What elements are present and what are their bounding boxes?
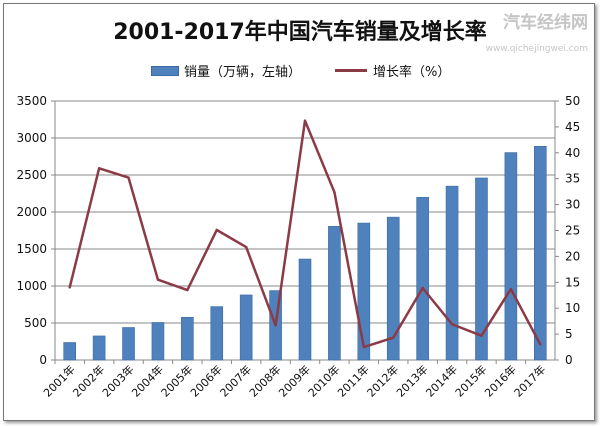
growth-point	[215, 228, 218, 232]
bar	[92, 335, 106, 361]
growth-point	[244, 245, 248, 249]
x-tick-label: 2007年	[217, 362, 254, 399]
growth-point	[509, 287, 513, 291]
x-tick-label: 2016年	[482, 362, 519, 399]
x-tick-label: 2013年	[393, 362, 430, 399]
legend-swatch-bar	[151, 65, 179, 76]
bar	[504, 152, 518, 361]
growth-point	[68, 286, 71, 289]
left-tick-label: 0	[39, 353, 47, 367]
bar	[210, 306, 224, 361]
growth-point	[186, 288, 189, 292]
watermark-logo: 汽车经纬网	[503, 13, 588, 33]
bar	[181, 317, 194, 361]
right-tick-label: 5	[565, 327, 573, 341]
growth-point	[303, 119, 307, 122]
growth-point	[480, 334, 483, 337]
growth-point	[450, 323, 454, 326]
x-tick-label: 2006年	[187, 362, 224, 399]
bar	[357, 222, 371, 361]
left-tick-label: 3000	[16, 131, 47, 145]
watermark-url: www.qichejingwei.com	[485, 44, 588, 54]
right-tick-label: 10	[565, 301, 580, 315]
bar	[63, 342, 77, 361]
right-tick-label: 35	[565, 172, 580, 186]
bar	[445, 185, 459, 361]
bar	[416, 197, 429, 361]
bar	[239, 294, 253, 361]
right-tick-label: 20	[565, 249, 580, 263]
x-tick-label: 2009年	[276, 362, 313, 399]
x-tick-label: 2008年	[246, 362, 283, 399]
right-tick-label: 50	[565, 94, 580, 108]
chart-title: 2001-2017年中国汽车销量及增长率	[113, 20, 487, 45]
x-tick-label: 2011年	[334, 362, 371, 399]
left-tick-label: 1000	[16, 279, 47, 293]
left-tick-label: 3500	[16, 94, 47, 108]
right-tick-label: 45	[565, 120, 580, 134]
x-tick-label: 2002年	[70, 362, 107, 399]
legend-label-growth: 增长率（%）	[373, 65, 451, 80]
x-tick-label: 2004年	[129, 362, 166, 399]
left-tick-label: 2500	[16, 168, 47, 182]
growth-point	[421, 286, 424, 290]
right-tick-label: 15	[565, 275, 580, 289]
x-tick-label: 2017年	[511, 362, 548, 399]
x-tick-label: 2005年	[158, 362, 195, 399]
legend-label-sales: 销量（万辆，左轴）	[184, 65, 302, 80]
right-tick-label: 40	[565, 146, 580, 160]
growth-point	[274, 324, 277, 327]
bar	[533, 145, 547, 361]
left-tick-label: 1500	[16, 242, 47, 256]
x-tick-label: 2003年	[99, 362, 136, 399]
growth-point	[333, 190, 336, 194]
x-tick-label: 2012年	[364, 362, 401, 399]
chart-frame	[3, 3, 595, 421]
growth-point	[539, 343, 542, 346]
growth-point	[127, 176, 130, 179]
legend-item-sales: 销量（万辆，左轴）	[151, 61, 301, 80]
bar	[122, 327, 135, 361]
growth-point	[362, 345, 366, 349]
growth-point	[156, 278, 160, 281]
growth-point	[97, 167, 101, 170]
bar	[151, 322, 165, 361]
legend-swatch-line	[335, 69, 367, 72]
right-tick-label: 0	[565, 353, 573, 367]
left-tick-label: 500	[24, 316, 47, 330]
x-tick-label: 2010年	[305, 362, 342, 399]
x-tick-label: 2015年	[452, 362, 489, 399]
x-tick-label: 2001年	[40, 362, 77, 399]
left-tick-label: 2000	[16, 205, 47, 219]
x-tick-label: 2014年	[423, 362, 460, 399]
right-tick-label: 30	[565, 198, 580, 212]
bar	[386, 216, 400, 361]
bar	[328, 226, 341, 361]
right-tick-label: 25	[565, 224, 580, 238]
bar	[298, 258, 312, 361]
bar	[475, 177, 488, 361]
growth-point	[392, 336, 395, 339]
legend-item-growth: 增长率（%）	[335, 61, 450, 80]
